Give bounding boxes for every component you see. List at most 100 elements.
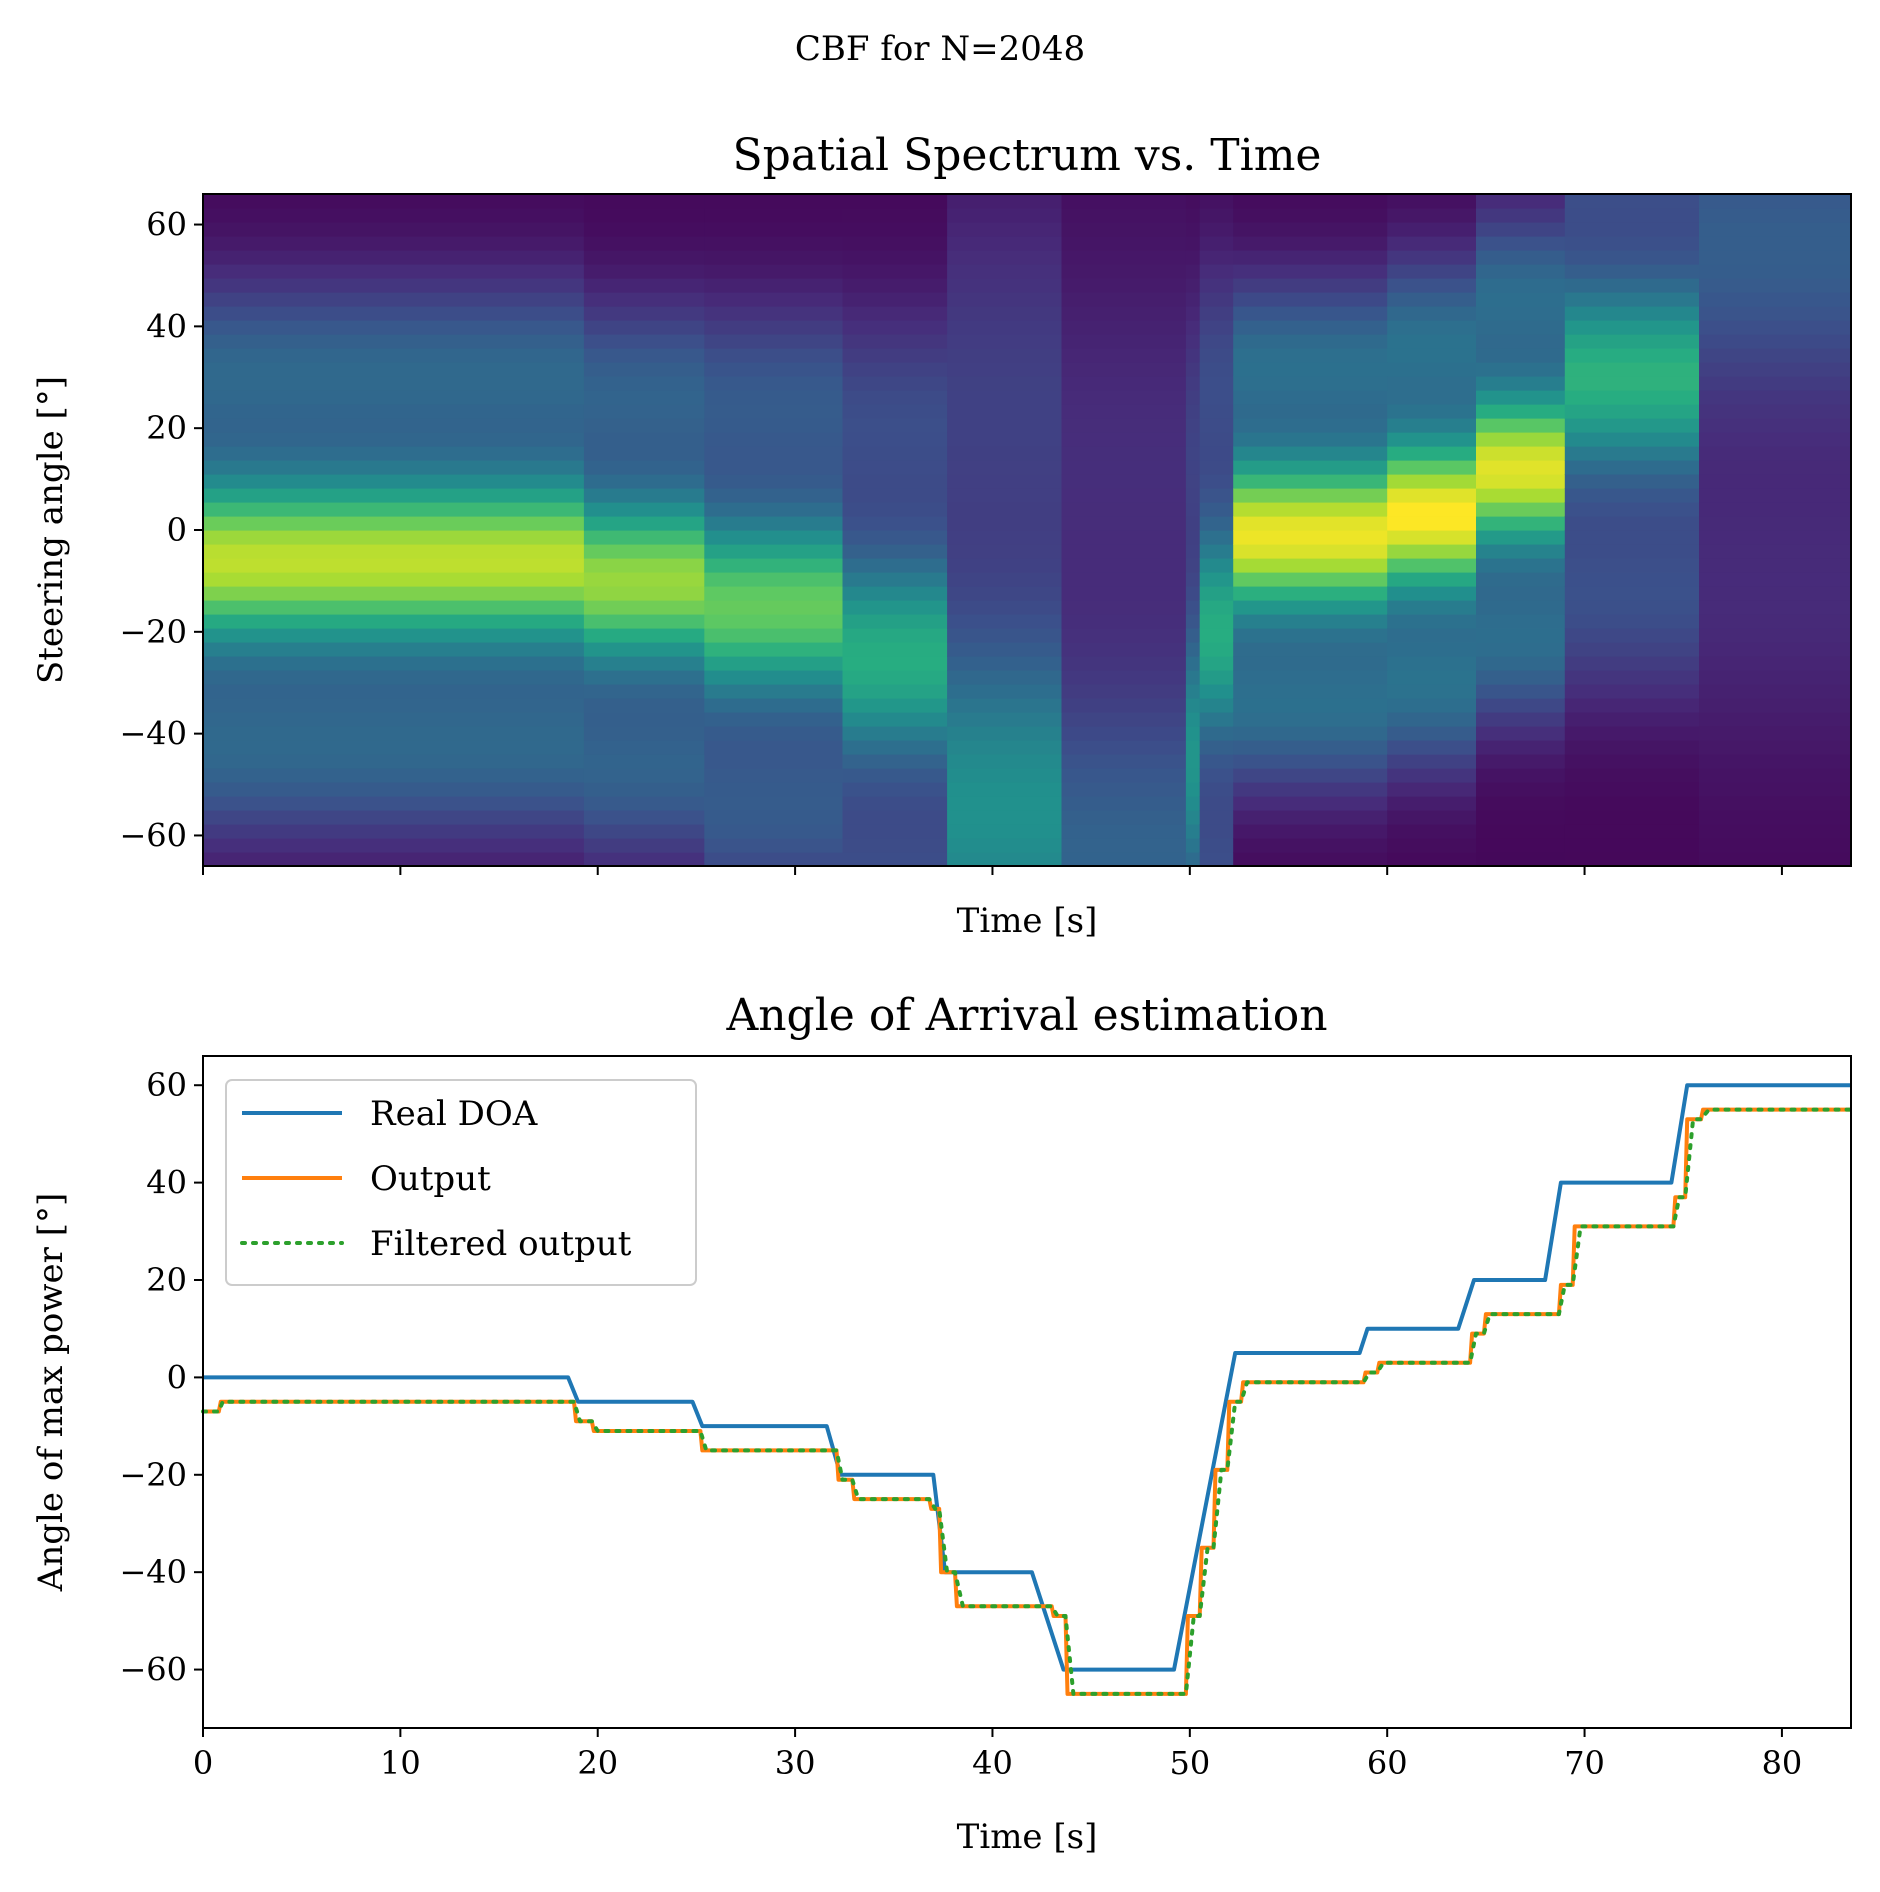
heatmap-cell	[203, 404, 585, 419]
heatmap-cell	[1233, 292, 1388, 307]
heatmap-cell	[842, 250, 948, 265]
heatmap-cell	[1233, 810, 1388, 825]
heatmap-cell	[1233, 670, 1388, 685]
heatmap-cell	[1564, 390, 1700, 405]
heatmap-cell	[203, 656, 585, 671]
heatmap-cell	[1233, 264, 1388, 279]
heatmap-cell	[1699, 838, 1852, 853]
heatmap-cell	[583, 852, 705, 867]
heatmap-cell	[1387, 306, 1477, 321]
heatmap-cell	[842, 684, 948, 699]
heatmap-cell	[842, 530, 948, 545]
heatmap-cell	[842, 782, 948, 797]
heatmap-cell	[1564, 250, 1700, 265]
heatmap-cell	[842, 572, 948, 587]
heatmap-cell	[1233, 278, 1388, 293]
heatmap-cell	[704, 810, 844, 825]
heatmap-cell	[1387, 250, 1477, 265]
heatmap-cell	[203, 460, 585, 475]
heatmap-cell	[1233, 824, 1388, 839]
heatmap-cell	[1699, 740, 1852, 755]
heatmap-cell	[1476, 278, 1566, 293]
heatmap-cell	[1233, 432, 1388, 447]
heatmap-cell	[704, 838, 844, 853]
heatmap-cell	[1233, 390, 1388, 405]
heatmap-cell	[1699, 362, 1852, 377]
aoa-x-label: Time [s]	[957, 1817, 1098, 1857]
heatmap-cell	[1233, 222, 1388, 237]
heatmap-cell	[1233, 586, 1388, 601]
heatmap-cell	[947, 390, 1063, 405]
heatmap-cell	[704, 432, 844, 447]
heatmap-cell	[1476, 852, 1566, 867]
heatmap-cell	[1387, 600, 1477, 615]
heatmap-cell	[947, 502, 1063, 517]
heatmap-cell	[1387, 642, 1477, 657]
heatmap-cell	[203, 670, 585, 685]
heatmap-cell	[1233, 768, 1388, 783]
heatmap-cell	[1699, 432, 1852, 447]
heatmap-cell	[1233, 306, 1388, 321]
heatmap-cell	[1699, 810, 1852, 825]
heatmap-cell	[947, 824, 1063, 839]
heatmap-cell	[1199, 460, 1234, 475]
heatmap-cell	[1185, 684, 1201, 699]
heatmap-cell	[1564, 348, 1700, 363]
heatmap-cell	[1061, 250, 1187, 265]
heatmap-cell	[1387, 558, 1477, 573]
heatmap-cell	[947, 194, 1063, 209]
y-tick-label: 20	[146, 409, 187, 447]
heatmap-cell	[842, 432, 948, 447]
heatmap-cell	[1233, 208, 1388, 223]
heatmap-cell	[1061, 642, 1187, 657]
spectrum-panel: Spatial Spectrum vs. Time −60 −40 −20 0 20 40…	[31, 130, 1852, 941]
heatmap-cell	[1699, 222, 1852, 237]
heatmap-cell	[1061, 614, 1187, 629]
heatmap-cell	[583, 810, 705, 825]
heatmap-cell	[583, 768, 705, 783]
heatmap-cell	[1199, 278, 1234, 293]
legend-box	[225, 1079, 697, 1286]
heatmap-cell	[1476, 418, 1566, 433]
heatmap-cell	[1476, 824, 1566, 839]
heatmap-cell	[1233, 726, 1388, 741]
heatmap-cell	[704, 404, 844, 419]
series-line-real-doa	[203, 1083, 1851, 1672]
heatmap-cell	[1387, 698, 1477, 713]
heatmap-cell	[583, 726, 705, 741]
heatmap-cell	[1699, 194, 1852, 209]
heatmap-cell	[842, 544, 948, 559]
heatmap-cell	[1185, 418, 1201, 433]
heatmap-cell	[583, 670, 705, 685]
heatmap-cell	[1476, 264, 1566, 279]
heatmap-cell	[1387, 446, 1477, 461]
heatmap-cell	[1476, 320, 1566, 335]
heatmap-cell	[1476, 236, 1566, 251]
heatmap-cell	[1185, 320, 1201, 335]
spectrum-x-label: Time [s]	[957, 901, 1098, 941]
heatmap-cell	[704, 264, 844, 279]
heatmap-cell	[842, 698, 948, 713]
heatmap-cell	[842, 516, 948, 531]
heatmap-cell	[1387, 712, 1477, 727]
heatmap-cell	[1699, 334, 1852, 349]
y-tick-label: −20	[119, 613, 187, 651]
heatmap-cell	[704, 656, 844, 671]
heatmap-cell	[203, 754, 585, 769]
heatmap-cell	[704, 502, 844, 517]
heatmap-cell	[203, 390, 585, 405]
heatmap-cell	[1476, 642, 1566, 657]
heatmap-cell	[842, 824, 948, 839]
y-tick-label: −60	[119, 1651, 187, 1689]
heatmap-cell	[1185, 782, 1201, 797]
heatmap-cell	[1476, 712, 1566, 727]
heatmap-cell	[583, 572, 705, 587]
heatmap-cell	[203, 516, 585, 531]
heatmap-cell	[842, 614, 948, 629]
spectrum-y-ticks: −60 −40 −20 0 20 40 60	[119, 206, 203, 854]
heatmap-cell	[1199, 250, 1234, 265]
heatmap-cell	[1233, 684, 1388, 699]
heatmap-cell	[704, 754, 844, 769]
heatmap-cell	[1185, 264, 1201, 279]
